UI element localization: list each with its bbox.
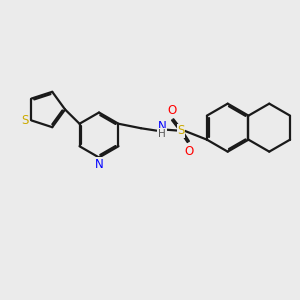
Text: S: S [178, 124, 185, 137]
Text: O: O [184, 145, 193, 158]
Text: S: S [21, 114, 28, 127]
Text: N: N [94, 158, 103, 171]
Text: O: O [167, 104, 176, 117]
Text: H: H [158, 129, 166, 139]
Text: N: N [158, 120, 166, 133]
